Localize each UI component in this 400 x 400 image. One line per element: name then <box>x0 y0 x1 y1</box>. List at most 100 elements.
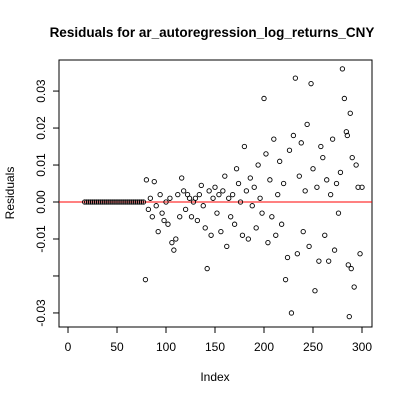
point <box>322 232 328 238</box>
point <box>275 191 281 198</box>
point <box>177 214 183 220</box>
point <box>214 210 220 216</box>
point <box>167 195 173 201</box>
point <box>278 221 285 227</box>
point <box>134 199 141 205</box>
point <box>288 310 295 316</box>
y-tick-label: 0.01 <box>34 153 48 177</box>
point <box>348 265 354 272</box>
x-tick-label: 250 <box>303 340 323 354</box>
point <box>204 265 210 272</box>
point <box>314 184 320 190</box>
point <box>140 199 147 205</box>
x-tick-label: 200 <box>254 340 274 354</box>
point <box>147 195 153 201</box>
point <box>241 143 248 150</box>
point <box>91 199 98 205</box>
point <box>312 288 318 294</box>
point <box>233 166 240 172</box>
point <box>173 236 179 242</box>
x-tick-label: 50 <box>110 340 124 354</box>
point <box>355 184 361 190</box>
point <box>171 247 177 253</box>
point <box>83 199 90 205</box>
point <box>161 217 167 224</box>
point <box>353 162 359 168</box>
point <box>331 247 338 253</box>
y-tick-label: 0.03 <box>34 79 48 103</box>
point <box>249 203 255 209</box>
point <box>237 199 244 205</box>
point <box>206 188 212 194</box>
point <box>117 199 123 205</box>
point <box>121 199 127 205</box>
point <box>218 228 224 235</box>
point <box>306 243 312 250</box>
x-tick-label: 100 <box>156 340 176 354</box>
point <box>253 225 259 231</box>
point <box>125 199 131 205</box>
point <box>95 199 102 205</box>
point <box>277 158 283 164</box>
point <box>113 199 119 205</box>
point <box>153 203 159 209</box>
point <box>335 210 342 216</box>
point <box>341 95 348 102</box>
point <box>351 284 357 290</box>
point <box>157 191 163 198</box>
point <box>198 182 204 189</box>
point <box>82 199 88 205</box>
point <box>265 240 271 246</box>
point <box>280 180 287 187</box>
point <box>261 95 267 102</box>
point <box>93 199 100 205</box>
point <box>349 154 355 161</box>
point <box>129 199 135 205</box>
point <box>131 199 137 205</box>
chart-title: Residuals for ar_autoregression_log_retu… <box>50 25 375 40</box>
point <box>196 191 202 198</box>
point <box>320 154 326 161</box>
point <box>290 132 297 139</box>
x-axis-label: Index <box>200 370 229 384</box>
point <box>138 199 145 205</box>
point <box>267 177 273 183</box>
point <box>308 81 314 87</box>
x-tick-label: 0 <box>65 340 72 354</box>
x-tick-label: 150 <box>205 340 225 354</box>
point <box>216 191 222 198</box>
point <box>123 199 129 205</box>
point <box>163 199 169 205</box>
y-tick-label: 0.02 <box>34 116 48 140</box>
point <box>182 206 189 213</box>
point <box>200 203 206 209</box>
point <box>300 228 306 235</box>
point <box>294 251 300 257</box>
point <box>127 199 133 205</box>
point <box>326 258 332 264</box>
point <box>304 121 310 127</box>
point <box>202 225 208 231</box>
point <box>142 277 149 283</box>
point <box>235 180 242 187</box>
point <box>145 206 152 213</box>
point <box>347 110 353 116</box>
point <box>208 232 214 238</box>
y-axis-label: Residuals <box>3 167 17 220</box>
point <box>115 199 121 205</box>
point <box>143 177 150 183</box>
point <box>316 258 322 264</box>
point <box>344 132 350 139</box>
point <box>179 175 185 181</box>
point <box>111 199 117 205</box>
point <box>169 240 175 246</box>
point <box>97 199 104 205</box>
point <box>105 199 111 205</box>
point <box>229 191 236 198</box>
point <box>298 140 304 146</box>
point <box>343 129 349 135</box>
point <box>245 236 251 242</box>
x-tick-label: 300 <box>352 340 372 354</box>
point <box>155 228 161 235</box>
point <box>87 199 94 205</box>
